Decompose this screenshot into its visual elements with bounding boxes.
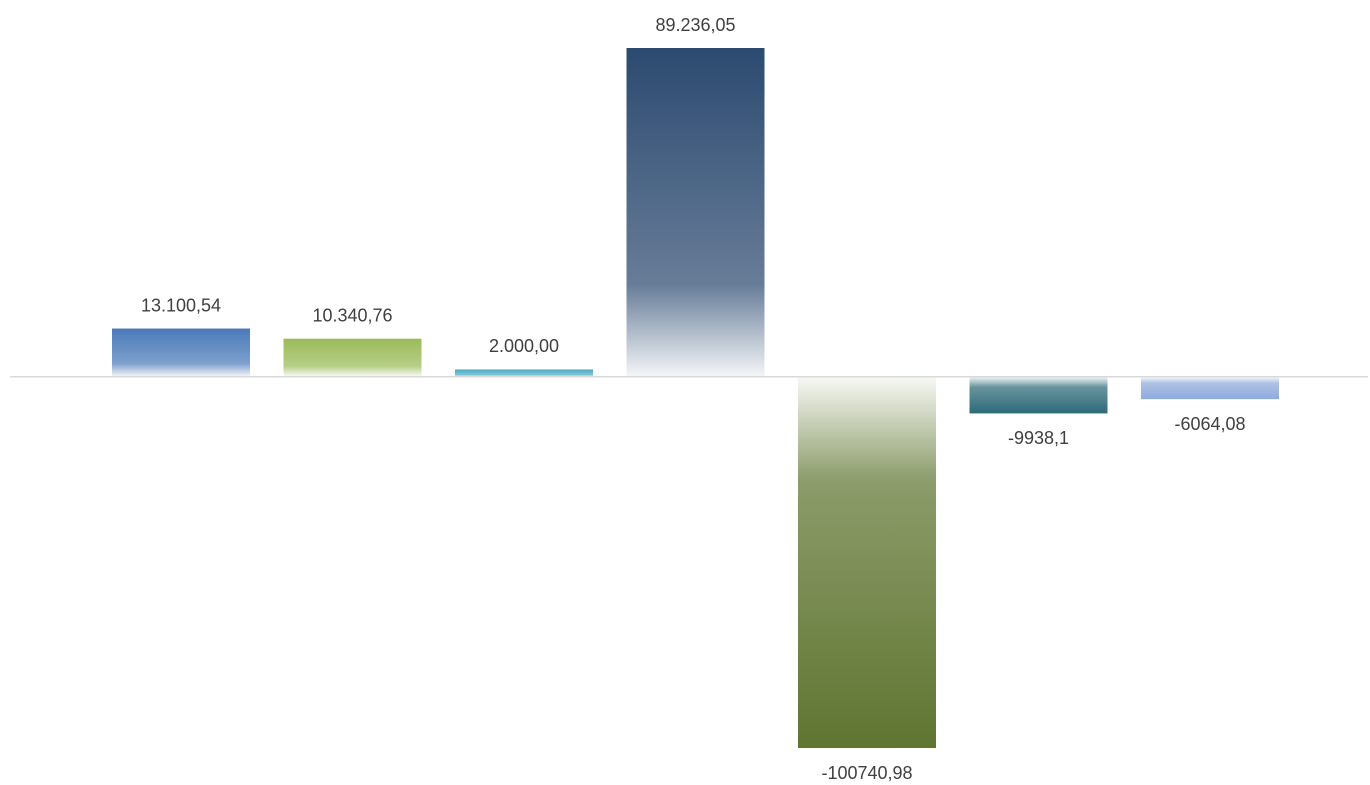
data-label: 13.100,54	[141, 295, 221, 315]
data-label: 2.000,00	[489, 336, 559, 356]
data-label: -6064,08	[1174, 414, 1245, 434]
data-label: 10.340,76	[312, 305, 392, 325]
data-label: 89.236,05	[655, 15, 735, 35]
bar	[798, 376, 936, 748]
bar	[283, 338, 422, 377]
data-label: -100740,98	[821, 763, 912, 783]
bar	[455, 369, 593, 377]
bar	[112, 328, 250, 377]
data-label: -9938,1	[1008, 428, 1069, 448]
bar	[969, 376, 1108, 414]
bar	[626, 48, 765, 377]
bar	[1141, 376, 1279, 400]
